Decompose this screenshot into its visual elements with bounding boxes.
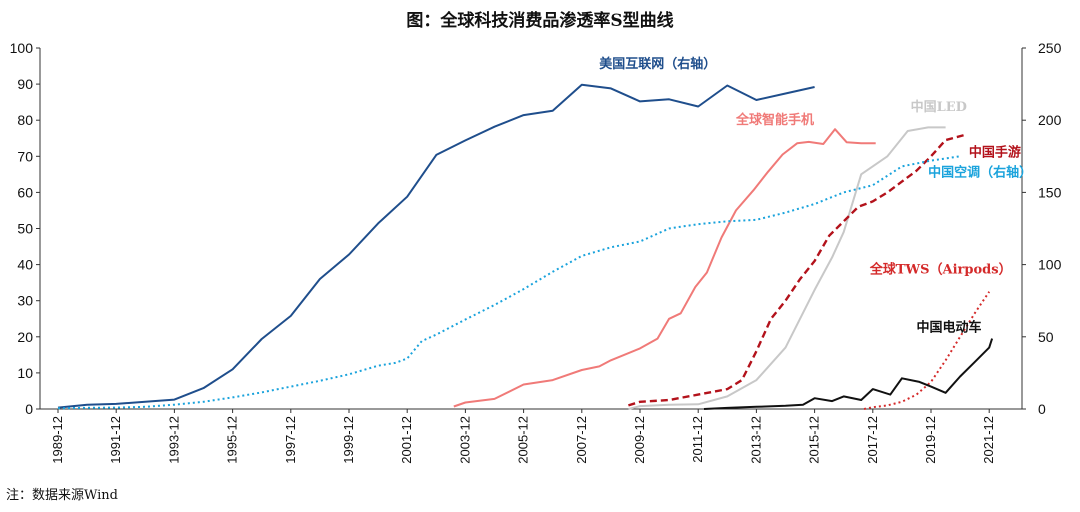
x-tick-label: 2017-12 <box>865 416 880 464</box>
x-tick-label: 1991-12 <box>108 416 123 464</box>
x-tick-label: 2021-12 <box>981 416 996 464</box>
series-label-aircon: 中国空调（右轴） <box>928 165 1032 181</box>
right-y-tick-label: 150 <box>1038 184 1062 200</box>
series-label-smartphone: 全球智能手机 <box>735 112 814 128</box>
right-y-tick-label: 0 <box>1038 401 1046 417</box>
x-tick-label: 2019-12 <box>923 416 938 464</box>
chart-title: 图：全球科技消费品渗透率S型曲线 <box>406 11 674 31</box>
x-tick-label: 2015-12 <box>807 416 822 464</box>
right-y-tick-label: 200 <box>1038 112 1062 128</box>
x-tick-label: 1999-12 <box>341 416 356 464</box>
series-line-tws <box>863 291 991 410</box>
chart-canvas: 0 10 20 30 40 50 60 70 80 90 100 0 50 100 150 200 250 198… <box>10 40 1062 464</box>
series-group <box>57 83 994 410</box>
left-y-tick-label: 90 <box>17 76 33 92</box>
x-tick-label: 1997-12 <box>283 416 298 464</box>
series-label-internet: 美国互联网（右轴） <box>599 56 716 72</box>
left-y-tick-label: 100 <box>10 40 34 56</box>
left-y-tick-label: 0 <box>25 401 33 417</box>
left-y-tick-label: 80 <box>17 112 33 128</box>
x-tick-label: 2007-12 <box>574 416 589 464</box>
axes-group: 0 10 20 30 40 50 60 70 80 90 100 0 50 100 150 200 250 198… <box>10 40 1062 464</box>
series-line-internet <box>57 83 815 409</box>
left-y-tick-label: 30 <box>17 293 33 309</box>
x-tick-label: 2001-12 <box>399 416 414 464</box>
series-line-mobile_game <box>628 133 967 407</box>
left-y-tick-label: 70 <box>17 148 33 164</box>
series-line-smartphone <box>453 128 876 408</box>
right-y-tick-label: 50 <box>1038 329 1054 345</box>
x-tick-label: 1989-12 <box>50 416 65 464</box>
left-y-tick-label: 40 <box>17 257 33 273</box>
source-note: 注：数据来源Wind <box>6 488 118 503</box>
x-tick-label: 2011-12 <box>690 416 705 463</box>
series-line-aircon <box>57 155 961 410</box>
x-tick-label: 1993-12 <box>166 416 181 464</box>
left-y-tick-label: 50 <box>17 221 33 237</box>
x-tick-label: 2005-12 <box>516 416 531 464</box>
x-tick-label: 1995-12 <box>225 416 240 464</box>
left-y-tick-label: 10 <box>17 365 33 381</box>
series-line-led <box>628 126 946 410</box>
series-label-mobile_game: 中国手游 <box>969 144 1021 160</box>
right-y-tick-label: 100 <box>1038 257 1062 273</box>
left-y-tick-label: 20 <box>17 329 33 345</box>
x-tick-label: 2003-12 <box>457 416 472 464</box>
x-tick-label: 2009-12 <box>632 416 647 464</box>
series-label-led: 中国LED <box>911 99 967 115</box>
series-line-ev <box>703 338 994 410</box>
series-label-ev: 中国电动车 <box>916 319 981 335</box>
left-y-tick-label: 60 <box>17 184 33 200</box>
right-y-tick-label: 250 <box>1038 40 1062 56</box>
series-label-tws: 全球TWS（Airpods） <box>869 262 1012 278</box>
x-tick-label: 2013-12 <box>748 416 763 464</box>
